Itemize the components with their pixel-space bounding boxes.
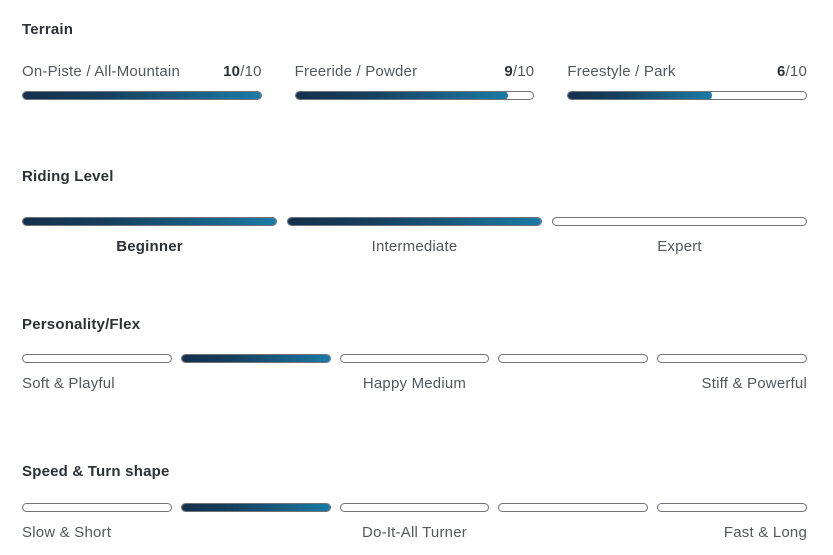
scale-segment-track xyxy=(339,503,490,512)
scale-label-left: Slow & Short xyxy=(22,524,112,541)
scale-label-left: Soft & Playful xyxy=(22,375,115,392)
scale-label-center: Do-It-All Turner xyxy=(362,524,467,541)
scale-segment-track xyxy=(657,354,807,363)
scale-segment-track xyxy=(657,503,807,512)
scale-segment-fill xyxy=(181,355,330,362)
scale-segment-track xyxy=(180,354,331,363)
product-spec-panel: Terrain On-Piste / All-Mountain 10/10 Fr… xyxy=(22,22,807,541)
stat-label: Freeride / Powder xyxy=(294,63,418,80)
level-bar-track xyxy=(287,217,542,226)
terrain-section-title: Terrain xyxy=(22,21,74,38)
scale-segment-track xyxy=(22,354,172,363)
rating-bar-fill xyxy=(295,92,509,99)
level-label-beginner: Beginner xyxy=(116,238,183,255)
level-bar-track xyxy=(22,217,277,226)
personality-flex-section: Personality/Flex Soft & Playful Happy Me… xyxy=(22,317,807,392)
stat-value: 6/10 xyxy=(777,63,807,80)
rating-bar-track xyxy=(567,91,807,100)
scale-label-right: Stiff & Powerful xyxy=(701,375,807,392)
level-label-intermediate: Intermediate xyxy=(371,238,458,255)
rating-bar-track xyxy=(294,91,535,100)
riding-level-section: Riding Level Beginner Intermediate Exper… xyxy=(22,169,807,255)
speed-turn-shape-section: Speed & Turn shape Slow & Short Do-It-Al… xyxy=(22,464,807,541)
terrain-section: Terrain On-Piste / All-Mountain 10/10 Fr… xyxy=(22,22,807,100)
personality-flex-section-title: Personality/Flex xyxy=(22,316,141,333)
scale-segment-track xyxy=(22,503,172,512)
personality-flex-bars xyxy=(22,354,807,363)
riding-level-intermediate: Intermediate xyxy=(287,206,542,255)
terrain-stat-on-piste: On-Piste / All-Mountain 10/10 xyxy=(22,63,262,100)
level-bar-fill xyxy=(288,218,541,225)
terrain-stat-freestyle: Freestyle / Park 6/10 xyxy=(567,63,807,100)
stat-value: 9/10 xyxy=(504,63,535,80)
personality-flex-labels: Soft & Playful Happy Medium Stiff & Powe… xyxy=(22,375,807,392)
scale-segment-track xyxy=(180,503,331,512)
terrain-stats-row: On-Piste / All-Mountain 10/10 Freeride /… xyxy=(22,63,807,100)
level-bar-fill xyxy=(23,218,276,225)
scale-segment-track xyxy=(498,354,649,363)
speed-turn-shape-bars xyxy=(22,503,807,512)
scale-segment-track xyxy=(339,354,490,363)
riding-level-beginner: Beginner xyxy=(22,206,277,255)
stat-value: 10/10 xyxy=(223,63,262,80)
rating-bar-track xyxy=(22,91,262,100)
riding-level-section-title: Riding Level xyxy=(22,168,114,185)
scale-label-right: Fast & Long xyxy=(723,524,807,541)
scale-segment-fill xyxy=(181,504,330,511)
riding-level-bars: Beginner Intermediate Expert xyxy=(22,206,807,255)
riding-level-expert: Expert xyxy=(552,206,807,255)
level-label-expert: Expert xyxy=(657,238,702,255)
scale-segment-track xyxy=(498,503,649,512)
stat-label: Freestyle / Park xyxy=(567,63,676,80)
terrain-stat-freeride: Freeride / Powder 9/10 xyxy=(294,63,535,100)
rating-bar-fill xyxy=(22,92,261,99)
speed-turn-shape-section-title: Speed & Turn shape xyxy=(22,463,170,480)
speed-turn-shape-labels: Slow & Short Do-It-All Turner Fast & Lon… xyxy=(22,524,807,541)
scale-label-center: Happy Medium xyxy=(362,375,467,392)
rating-bar-fill xyxy=(568,92,712,99)
level-bar-track xyxy=(552,217,807,226)
stat-label: On-Piste / All-Mountain xyxy=(22,63,180,80)
